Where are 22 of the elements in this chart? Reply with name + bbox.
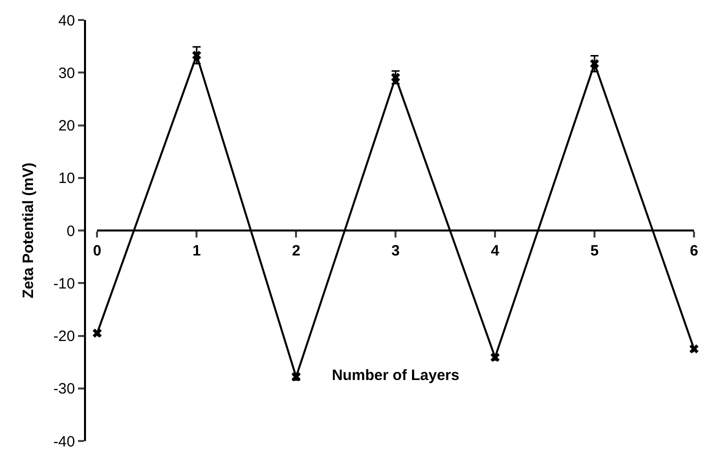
x-tick-label: 3 bbox=[391, 242, 400, 260]
y-tick-label: 40 bbox=[58, 12, 75, 30]
y-tick-label: 30 bbox=[58, 64, 75, 82]
x-tick-label: 5 bbox=[590, 242, 599, 260]
x-tick-label: 0 bbox=[93, 242, 102, 260]
x-tick-label: 2 bbox=[292, 242, 300, 260]
y-tick-label: 10 bbox=[58, 170, 75, 188]
y-axis-title: Zeta Potential (mV) bbox=[20, 162, 38, 298]
x-tick-label: 6 bbox=[690, 242, 698, 260]
y-tick-label: -20 bbox=[53, 328, 75, 345]
x-axis-title: Number of Layers bbox=[332, 367, 460, 384]
point bbox=[590, 59, 600, 68]
y-tick-label: -10 bbox=[53, 275, 75, 292]
x-tick-label: 4 bbox=[490, 242, 500, 260]
y-tick-label: -30 bbox=[53, 380, 75, 398]
x-tick-label: 1 bbox=[192, 242, 201, 260]
point bbox=[689, 344, 699, 354]
point bbox=[192, 50, 202, 60]
y-tick-label: -40 bbox=[53, 433, 75, 450]
point bbox=[92, 328, 102, 338]
y-tick-label: 20 bbox=[58, 118, 75, 134]
y-tick-label: 0 bbox=[66, 222, 75, 240]
